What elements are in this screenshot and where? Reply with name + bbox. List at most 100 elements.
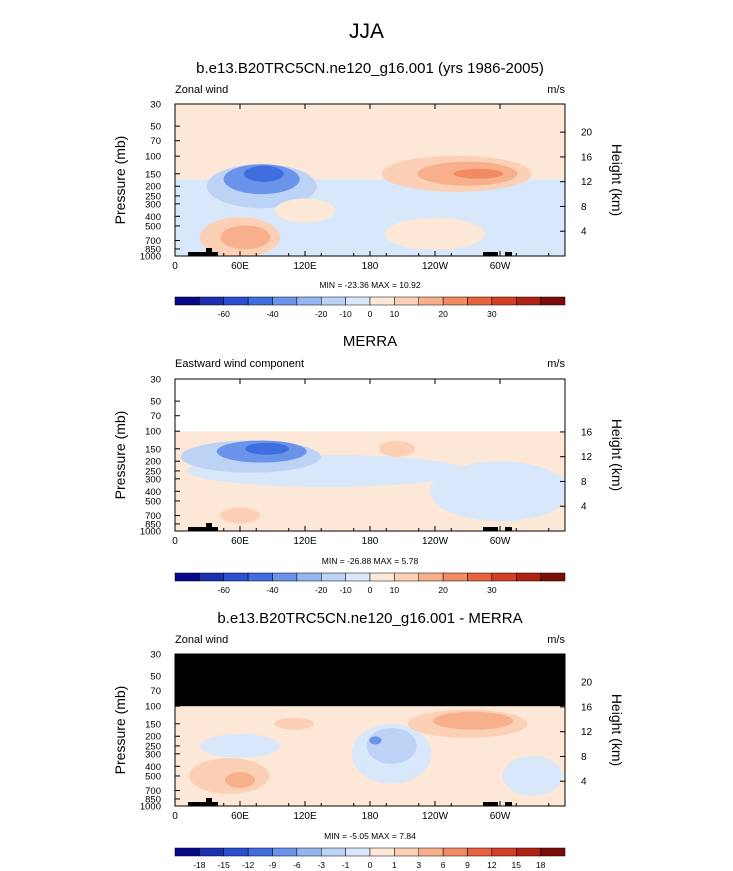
y-tick-label: 700 xyxy=(145,511,161,522)
colorbar-cell xyxy=(418,847,444,857)
colorbar-label: -60 xyxy=(218,309,231,319)
contour-region xyxy=(220,225,271,250)
colorbar-label: -20 xyxy=(315,309,328,319)
colorbar-cell xyxy=(296,296,322,306)
contour-region xyxy=(432,711,513,730)
colorbar-cell xyxy=(418,572,444,582)
panel-1: b.e13.B20TRC5CN.ne120_g16.001 (yrs 1986-… xyxy=(112,60,625,319)
x-tick-label: 120W xyxy=(422,261,449,272)
x-tick-label: 120E xyxy=(293,261,317,272)
y-tick-label: 300 xyxy=(145,199,161,210)
y-tick-label: 200 xyxy=(145,732,161,743)
y-tick-label: 30 xyxy=(150,375,161,386)
y-tick-label: 200 xyxy=(145,182,161,193)
height-tick-label: 4 xyxy=(581,777,587,788)
colorbar-cell xyxy=(369,847,395,857)
panel-2: MERRA Eastward wind component m/s 0 60E 120E 1… xyxy=(112,333,625,595)
y-tick-label: 30 xyxy=(150,100,161,111)
colorbar-cell xyxy=(247,847,273,857)
y2-axis-label: Height (km) xyxy=(609,144,625,216)
y-tick-label: 700 xyxy=(145,236,161,247)
variable-label: Zonal wind xyxy=(175,634,228,646)
contour-region xyxy=(274,717,315,730)
y-tick-label: 500 xyxy=(145,771,161,782)
colorbar-cell xyxy=(223,296,249,306)
terrain-mask xyxy=(206,248,212,256)
colorbar-label: 10 xyxy=(390,309,400,319)
contour-region xyxy=(385,217,485,250)
colorbar-cell xyxy=(467,847,493,857)
contour-region xyxy=(275,198,335,223)
colorbar-label: -40 xyxy=(266,585,279,595)
height-tick-label: 12 xyxy=(581,727,593,738)
colorbar-cell xyxy=(321,572,346,582)
colorbar-cell xyxy=(296,847,322,857)
y-tick-label: 300 xyxy=(145,474,161,485)
colorbar-label: -10 xyxy=(339,585,352,595)
terrain-mask xyxy=(483,802,498,806)
y-tick-label: 1000 xyxy=(140,527,161,538)
colorbar-label: 1 xyxy=(392,860,397,870)
colorbar-label: 20 xyxy=(438,309,448,319)
y-axis-label: Pressure (mb) xyxy=(112,686,128,775)
colorbar-label: -20 xyxy=(315,585,328,595)
y-tick-label: 100 xyxy=(145,427,161,438)
colorbar-cell xyxy=(296,572,322,582)
colorbar-label: -6 xyxy=(293,860,301,870)
colorbar-cell xyxy=(174,296,200,306)
y-tick-label: 200 xyxy=(145,457,161,468)
colorbar-label: 12 xyxy=(487,860,497,870)
colorbar: -60 -40 -20 -10 0 10 20 30 xyxy=(174,296,566,319)
colorbar-cell xyxy=(516,847,541,857)
colorbar-cell xyxy=(272,847,298,857)
x-tick-label: 180 xyxy=(362,261,379,272)
x-tick-label: 60E xyxy=(231,536,249,547)
colorbar-cell xyxy=(199,847,224,857)
terrain-mask xyxy=(206,798,212,806)
colorbar-label: -60 xyxy=(218,585,231,595)
contour-region xyxy=(453,168,504,179)
terrain-mask xyxy=(505,527,512,531)
height-tick-label: 16 xyxy=(581,702,593,713)
y-tick-label: 30 xyxy=(150,650,161,661)
contour-region xyxy=(430,461,565,522)
units-label: m/s xyxy=(547,358,565,370)
colorbar-cell xyxy=(321,847,346,857)
y-axis-label: Pressure (mb) xyxy=(112,411,128,500)
terrain-mask xyxy=(483,252,498,256)
y-tick-label: 300 xyxy=(145,749,161,760)
colorbar-cell xyxy=(272,296,298,306)
height-tick-label: 20 xyxy=(581,678,593,689)
y-tick-label: 70 xyxy=(150,686,161,697)
y-tick-label: 100 xyxy=(145,702,161,713)
terrain-mask xyxy=(188,252,218,256)
terrain-mask xyxy=(505,252,512,256)
missing-data-region xyxy=(175,654,565,707)
terrain-mask xyxy=(483,527,498,531)
missing-data-region xyxy=(175,379,565,432)
y-axis-label: Pressure (mb) xyxy=(112,136,128,225)
colorbar-label: -1 xyxy=(342,860,350,870)
y-tick-label: 1000 xyxy=(140,252,161,263)
contour-region xyxy=(243,165,284,182)
colorbar-cell xyxy=(345,572,371,582)
panel-title: b.e13.B20TRC5CN.ne120_g16.001 (yrs 1986-… xyxy=(196,60,544,77)
x-tick-label: 180 xyxy=(362,811,379,822)
height-tick-label: 16 xyxy=(581,152,593,163)
colorbar-cell xyxy=(442,572,468,582)
variable-label: Zonal wind xyxy=(175,84,228,96)
colorbar-label: -15 xyxy=(218,860,231,870)
units-label: m/s xyxy=(547,84,565,96)
contour-region xyxy=(220,507,260,524)
colorbar-cell xyxy=(394,296,419,306)
figure-title: JJA xyxy=(348,20,384,43)
y-tick-label: 400 xyxy=(145,487,161,498)
contour-field xyxy=(175,104,565,256)
contour-region xyxy=(366,727,417,764)
colorbar-label: 0 xyxy=(368,860,373,870)
colorbar-cell xyxy=(540,847,566,857)
y2-axis-label: Height (km) xyxy=(609,419,625,491)
x-tick-label: 120W xyxy=(422,811,449,822)
contour-region xyxy=(225,772,255,789)
y-tick-label: 850 xyxy=(145,519,161,530)
